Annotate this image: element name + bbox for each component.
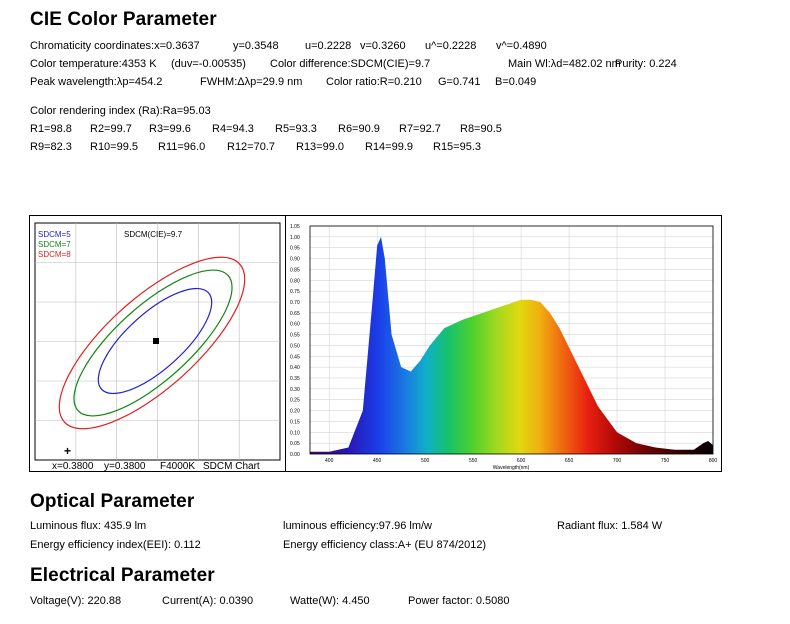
panel-divider bbox=[285, 216, 286, 471]
sdcm-chart: SDCM=5 SDCM=7 SDCM=8 SDCM(CIE)=9.7 + x=0… bbox=[34, 222, 281, 471]
spectrum-y-tick-label: 0.10 bbox=[290, 430, 300, 436]
cri-value: R11=96.0 bbox=[158, 141, 206, 153]
chroma-v: v=0.3260 bbox=[360, 40, 406, 52]
spectrum-y-tick-label: 0.25 bbox=[290, 398, 300, 404]
spectrum-x-tick-label: 750 bbox=[661, 458, 670, 464]
current: Current(A): 0.0390 bbox=[162, 595, 254, 607]
peak-wavelength: Peak wavelength:λp=454.2 bbox=[30, 76, 163, 88]
spectrum-y-tick-label: 0.00 bbox=[290, 452, 300, 458]
cie-section-title: CIE Color Parameter bbox=[30, 9, 217, 30]
cri-value: R12=70.7 bbox=[227, 141, 276, 153]
spectrum-x-tick-label: 400 bbox=[325, 458, 334, 464]
spectrum-x-tick-label: 650 bbox=[565, 458, 574, 464]
spectrum-area bbox=[310, 236, 713, 454]
measured-point-marker bbox=[153, 338, 159, 344]
energy-efficiency-class: Energy efficiency class:A+ (EU 874/2012) bbox=[283, 539, 487, 551]
spectrum-y-tick-label: 0.65 bbox=[290, 311, 300, 317]
color-ratio-g: G=0.741 bbox=[438, 76, 481, 88]
spectrum-x-tick-label: 500 bbox=[421, 458, 430, 464]
spectrum-x-tick-label: 800 bbox=[709, 458, 718, 464]
main-wavelength: Main Wl:λd=482.02 nm bbox=[508, 58, 621, 70]
chroma-u: u=0.2228 bbox=[305, 40, 352, 52]
spectrum-x-label: Wavelength(nm) bbox=[493, 465, 530, 471]
chart-panel: SDCM=5 SDCM=7 SDCM=8 SDCM(CIE)=9.7 + x=0… bbox=[29, 215, 722, 472]
spectrum-chart: 0.00 0.05 0.10 0.15 0.20 0.25 0.30 0.35 0.40 0.45… bbox=[290, 224, 717, 471]
cri-value: R13=99.0 bbox=[296, 141, 345, 153]
cri-value: R10=99.5 bbox=[90, 141, 139, 153]
cri-value: R7=92.7 bbox=[399, 123, 441, 135]
purity: Purity: 0.224 bbox=[615, 58, 677, 70]
color-difference: Color difference:SDCM(CIE)=9.7 bbox=[270, 58, 431, 70]
sdcm-footer-x: x=0.3800 bbox=[52, 461, 94, 471]
chroma-u-prime: u^=0.2228 bbox=[425, 40, 477, 52]
sdcm-5-ellipse bbox=[97, 287, 213, 395]
spectrum-y-tick-label: 0.30 bbox=[290, 387, 300, 393]
cri-value: R5=93.3 bbox=[275, 123, 317, 135]
spectrum-y-tick-label: 0.55 bbox=[290, 333, 300, 339]
spectrum-y-tick-label: 0.45 bbox=[290, 354, 300, 360]
spectrum-x-tick-label: 700 bbox=[613, 458, 622, 464]
cri-value: R4=94.3 bbox=[212, 123, 254, 135]
power-factor: Power factor: 0.5080 bbox=[408, 595, 510, 607]
spectrum-y-tick-label: 0.20 bbox=[290, 409, 300, 415]
duv-value: (duv=-0.00535) bbox=[171, 58, 246, 70]
spectrum-y-tick-label: 0.75 bbox=[290, 289, 300, 295]
legend-sdcm-8: SDCM=8 bbox=[38, 250, 71, 259]
cri-value: R14=99.9 bbox=[365, 141, 414, 153]
spectrum-y-tick-label: 0.15 bbox=[290, 419, 300, 425]
spectrum-y-tick-label: 0.05 bbox=[290, 441, 300, 447]
spectrum-y-tick-label: 0.70 bbox=[290, 300, 300, 306]
sdcm-value-label: SDCM(CIE)=9.7 bbox=[124, 230, 183, 239]
legend-sdcm-5: SDCM=5 bbox=[38, 230, 71, 239]
cri-value: R8=90.5 bbox=[460, 123, 502, 135]
cri-title: Color rendering index (Ra):Ra=95.03 bbox=[30, 105, 211, 117]
cri-value: R3=99.6 bbox=[149, 123, 191, 135]
color-temperature: Color temperature:4353 K bbox=[30, 58, 157, 70]
sdcm-footer-type: F4000K bbox=[160, 461, 195, 471]
legend-sdcm-7: SDCM=7 bbox=[38, 240, 71, 249]
spectrum-y-tick-label: 0.90 bbox=[290, 257, 300, 263]
spectrum-y-tick-label: 0.40 bbox=[290, 365, 300, 371]
spectrum-y-tick-label: 0.85 bbox=[290, 267, 300, 273]
cri-value: R1=98.8 bbox=[30, 123, 72, 135]
fwhm: FWHM:Δλp=29.9 nm bbox=[200, 76, 303, 88]
color-ratio-r: Color ratio:R=0.210 bbox=[326, 76, 422, 88]
reference-plus-mark: + bbox=[64, 444, 71, 458]
watts: Watte(W): 4.450 bbox=[290, 595, 370, 607]
chroma-y: y=0.3548 bbox=[233, 40, 279, 52]
sdcm-footer-y: y=0.3800 bbox=[104, 461, 146, 471]
chroma-v-prime: v^=0.4890 bbox=[496, 40, 547, 52]
spectrum-x-tick-label: 550 bbox=[469, 458, 478, 464]
spectrum-x-ticks: 400 450 500 550 600 650 700 750 800 bbox=[325, 458, 717, 464]
cri-value: R6=90.9 bbox=[338, 123, 380, 135]
electrical-section-title: Electrical Parameter bbox=[30, 565, 215, 586]
radiant-flux: Radiant flux: 1.584 W bbox=[557, 520, 663, 532]
cri-value: R9=82.3 bbox=[30, 141, 72, 153]
spectrum-y-tick-label: 1.00 bbox=[290, 235, 300, 241]
spectrum-y-tick-label: 0.80 bbox=[290, 278, 300, 284]
chroma-x: Chromaticity coordinates:x=0.3637 bbox=[30, 40, 200, 52]
luminous-flux: Luminous flux: 435.9 lm bbox=[30, 520, 147, 532]
luminous-efficiency: luminous efficiency:97.96 lm/w bbox=[283, 520, 432, 532]
energy-efficiency-index: Energy efficiency index(EEI): 0.112 bbox=[30, 539, 201, 551]
spectrum-y-tick-label: 0.35 bbox=[290, 376, 300, 382]
voltage: Voltage(V): 220.88 bbox=[30, 595, 122, 607]
cri-value: R2=99.7 bbox=[90, 123, 132, 135]
sdcm-7-ellipse bbox=[73, 269, 233, 417]
spectrum-y-tick-label: 1.05 bbox=[290, 224, 300, 230]
spectrum-plot-frame bbox=[309, 225, 714, 455]
sdcm-footer-title: SDCM Chart bbox=[203, 461, 260, 471]
spectrum-y-tick-label: 0.50 bbox=[290, 343, 300, 349]
color-ratio-b: B=0.049 bbox=[495, 76, 537, 88]
spectrum-y-ticks: 0.00 0.05 0.10 0.15 0.20 0.25 0.30 0.35 0.40 0.45… bbox=[290, 224, 300, 458]
spectrum-y-tick-label: 0.95 bbox=[290, 246, 300, 252]
optical-section-title: Optical Parameter bbox=[30, 491, 195, 512]
cri-value: R15=95.3 bbox=[433, 141, 482, 153]
spectrum-x-tick-label: 600 bbox=[517, 458, 526, 464]
sdcm-8-ellipse bbox=[58, 256, 246, 430]
spectrum-y-tick-label: 0.60 bbox=[290, 322, 300, 328]
spectrum-x-tick-label: 450 bbox=[373, 458, 382, 464]
